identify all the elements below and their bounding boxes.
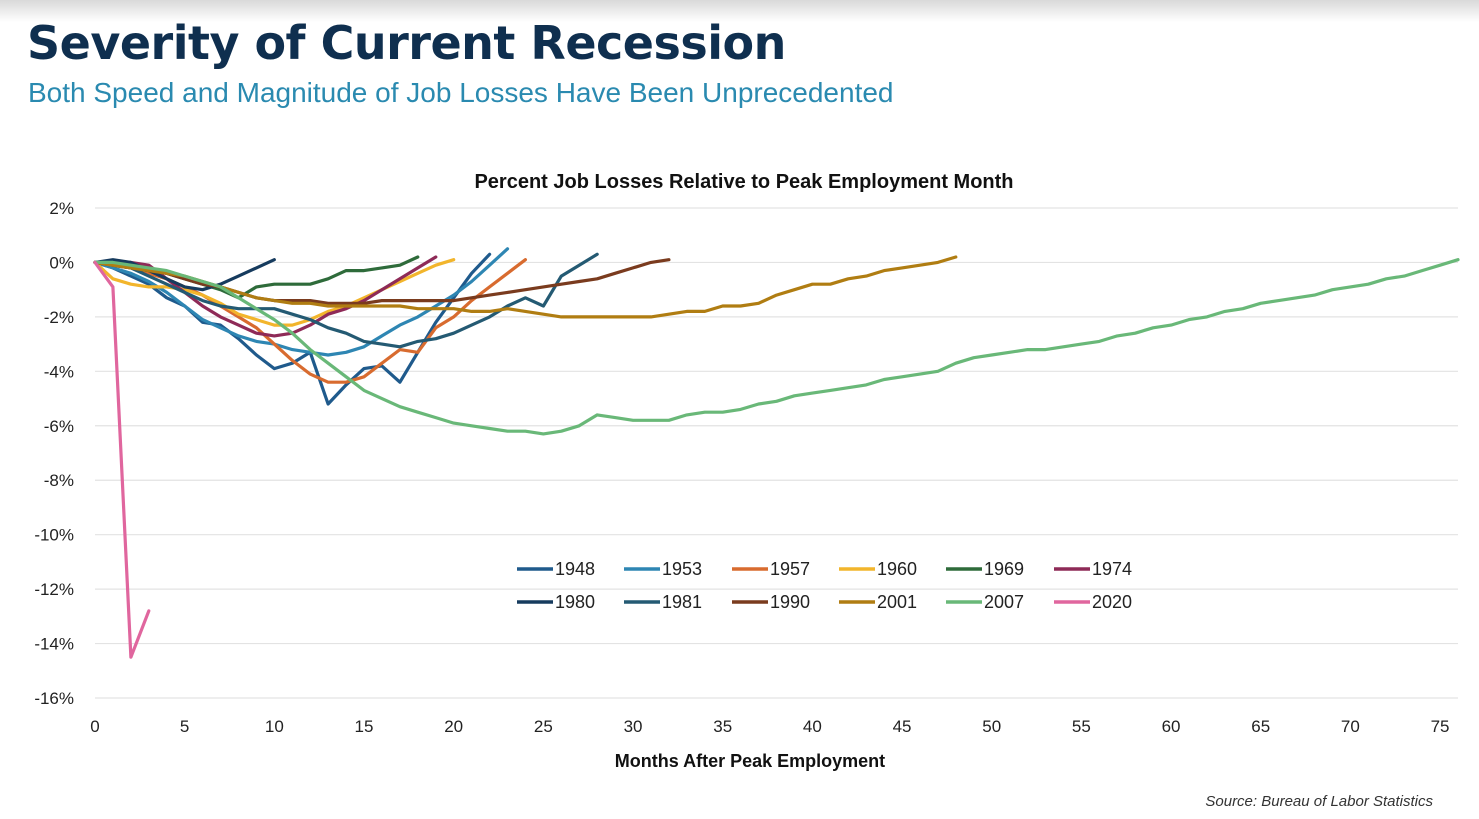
y-tick-label: -12% bbox=[34, 580, 74, 599]
x-tick-label: 20 bbox=[444, 717, 463, 736]
legend-label-2007: 2007 bbox=[984, 592, 1024, 612]
series-line-2001 bbox=[93, 255, 958, 319]
y-tick-label: -8% bbox=[44, 471, 74, 490]
series-line-1953 bbox=[93, 247, 510, 357]
y-axis-ticks: 2% 0% -2% -4% -6% -8% -10% -12% -14% -16% bbox=[34, 199, 74, 708]
legend-label-1960: 1960 bbox=[877, 559, 917, 579]
legend-label-1957: 1957 bbox=[770, 559, 810, 579]
slide-title: Severity of Current Recession bbox=[27, 16, 786, 70]
y-tick-label: -4% bbox=[44, 362, 74, 381]
legend-label-1953: 1953 bbox=[662, 559, 702, 579]
x-tick-label: 75 bbox=[1431, 717, 1450, 736]
x-tick-label: 15 bbox=[355, 717, 374, 736]
legend-label-1981: 1981 bbox=[662, 592, 702, 612]
legend-label-2020: 2020 bbox=[1092, 592, 1132, 612]
legend-label-1990: 1990 bbox=[770, 592, 810, 612]
chart-title: Percent Job Losses Relative to Peak Empl… bbox=[474, 171, 1013, 193]
series-line-2020 bbox=[93, 260, 151, 659]
y-tick-label: -6% bbox=[44, 417, 74, 436]
legend-label-2001: 2001 bbox=[877, 592, 917, 612]
y-tick-label: -16% bbox=[34, 689, 74, 708]
legend: 1948 1953 1957 1960 1969 1974 1980 1981 1990 2001… bbox=[517, 559, 1132, 612]
source-note: Source: Bureau of Labor Statistics bbox=[1205, 793, 1433, 810]
series-line-2007 bbox=[93, 258, 1460, 436]
series-line-1948 bbox=[93, 252, 492, 406]
legend-label-1980: 1980 bbox=[555, 592, 595, 612]
x-tick-label: 50 bbox=[982, 717, 1001, 736]
y-tick-label: -10% bbox=[34, 526, 74, 545]
legend-label-1948: 1948 bbox=[555, 559, 595, 579]
y-tick-label: -14% bbox=[34, 635, 74, 654]
x-tick-label: 70 bbox=[1341, 717, 1360, 736]
slide-subtitle: Both Speed and Magnitude of Job Losses H… bbox=[28, 77, 894, 108]
x-tick-label: 30 bbox=[624, 717, 643, 736]
y-tick-label: 2% bbox=[49, 199, 74, 218]
x-tick-label: 45 bbox=[893, 717, 912, 736]
series-line-1990 bbox=[93, 258, 671, 305]
x-tick-label: 10 bbox=[265, 717, 284, 736]
x-tick-label: 40 bbox=[803, 717, 822, 736]
x-axis-label: Months After Peak Employment bbox=[615, 751, 885, 771]
grid-lines bbox=[95, 207, 1458, 699]
series-line-1980 bbox=[93, 258, 276, 292]
x-tick-label: 25 bbox=[534, 717, 553, 736]
x-tick-label: 0 bbox=[90, 717, 99, 736]
y-tick-label: 0% bbox=[49, 253, 74, 272]
series-line-1981 bbox=[93, 252, 599, 349]
series-lines bbox=[93, 247, 1460, 659]
y-tick-label: -2% bbox=[44, 308, 74, 327]
x-axis-ticks: 0 5 10 15 20 25 30 35 40 45 50 55 60 65 70 75 bbox=[90, 717, 1449, 736]
x-tick-label: 60 bbox=[1162, 717, 1181, 736]
top-shade bbox=[0, 0, 1479, 22]
x-tick-label: 35 bbox=[713, 717, 732, 736]
x-tick-label: 5 bbox=[180, 717, 189, 736]
x-tick-label: 55 bbox=[1072, 717, 1091, 736]
x-tick-label: 65 bbox=[1251, 717, 1270, 736]
legend-label-1974: 1974 bbox=[1092, 559, 1132, 579]
legend-label-1969: 1969 bbox=[984, 559, 1024, 579]
